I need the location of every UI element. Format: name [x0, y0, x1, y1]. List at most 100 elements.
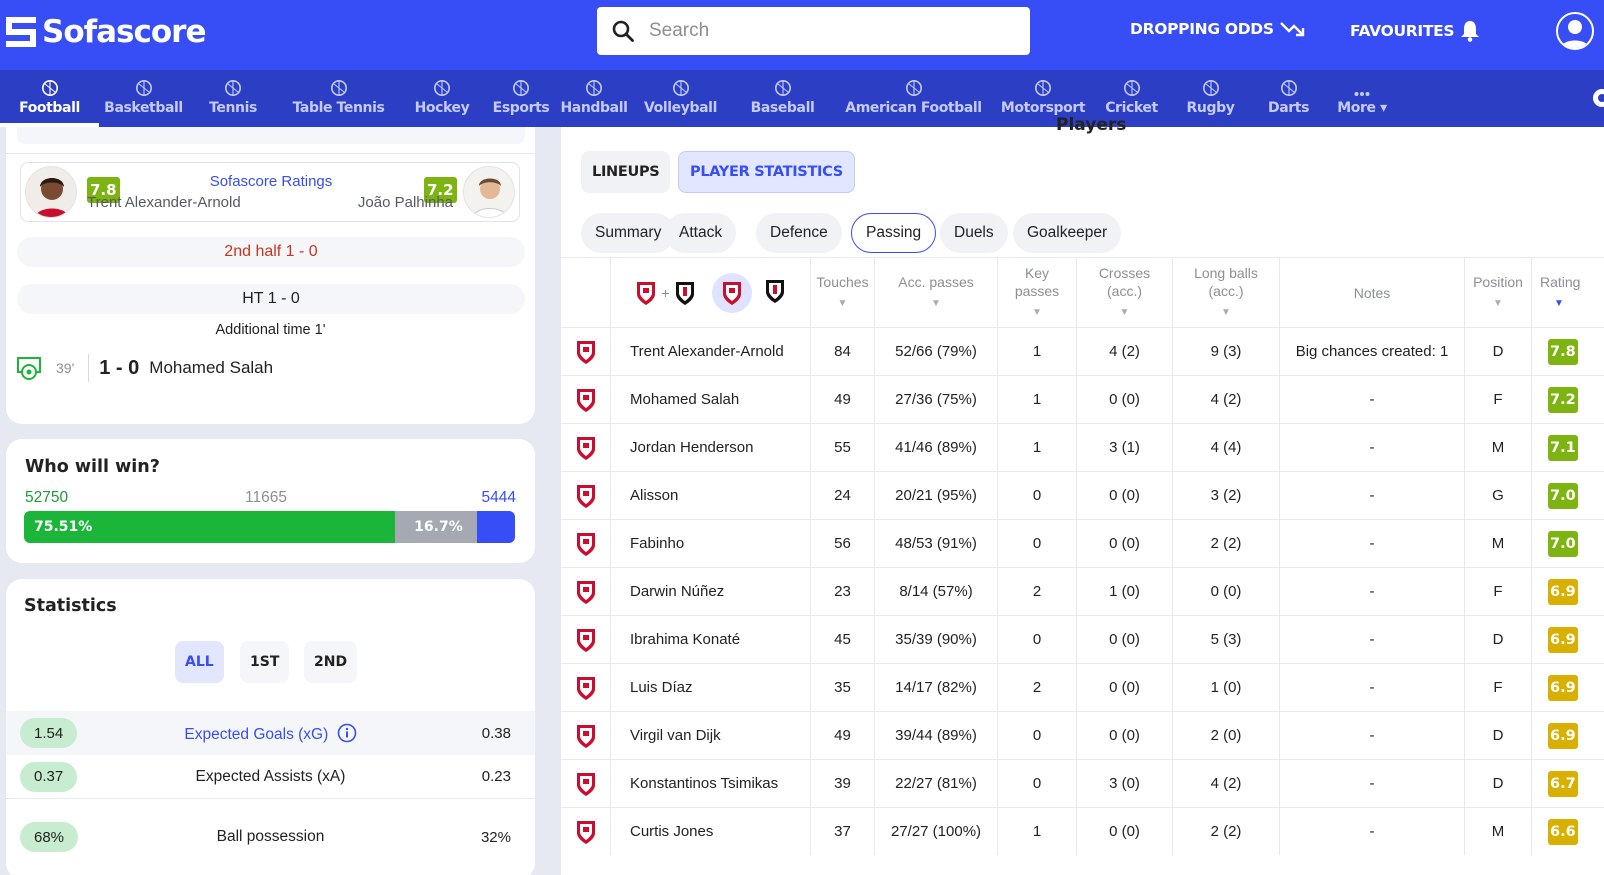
rating-cell: 7.0	[1531, 472, 1604, 519]
table-row[interactable]: Mohamed Salah 49 27/36 (75%) 1 0 (0) 4 (2) - F 7…	[561, 375, 1604, 423]
rating-cell: 6.9	[1531, 712, 1604, 759]
period-2nd-button[interactable]: 2ND	[304, 641, 358, 683]
table-row[interactable]: Luis Díaz 35 14/17 (82%) 2 0 (0) 1 (0) - F 6.9	[561, 663, 1604, 711]
draw-vote-pct: 16.7%	[414, 519, 463, 535]
user-avatar-button[interactable]	[1556, 12, 1594, 50]
tab-goalkeeper[interactable]: Goalkeeper	[1013, 213, 1122, 253]
tab-summary[interactable]: Summary	[581, 213, 676, 253]
touches-cell: 45	[810, 616, 874, 663]
sport-tab-motorsport[interactable]: Motorsport	[992, 70, 1094, 127]
tab-passing[interactable]: Passing	[851, 213, 937, 253]
header-long-balls[interactable]: Long balls (acc.) ▼	[1172, 258, 1279, 327]
long-balls-cell: 4 (4)	[1172, 424, 1279, 471]
period-1st-button[interactable]: 1ST	[240, 641, 290, 683]
player-name[interactable]: Ibrahima Konaté	[610, 616, 810, 663]
position-cell: D	[1464, 616, 1531, 663]
divider	[6, 153, 535, 154]
header-key-passes[interactable]: Key passes ▼	[997, 258, 1076, 327]
sport-tab-hockey[interactable]: Hockey	[399, 70, 485, 127]
key-passes-cell: 2	[997, 664, 1076, 711]
home-vote-segment[interactable]: 75.51%	[24, 511, 395, 543]
notes-cell: -	[1279, 616, 1464, 663]
player-name[interactable]: Trent Alexander-Arnold	[610, 328, 810, 375]
sport-tab-football[interactable]: Football	[0, 70, 99, 127]
player-name[interactable]: Darwin Núñez	[610, 568, 810, 615]
header-label: Position	[1473, 273, 1523, 290]
home-rating-badge: 7.8	[87, 177, 120, 203]
sport-tab-american-football[interactable]: American Football	[835, 70, 992, 127]
sport-tab-volleyball[interactable]: Volleyball	[631, 70, 730, 127]
sports-nav: Football Basketball Tennis Table Tennis Hock…	[0, 70, 1604, 127]
period-all-button[interactable]: ALL	[175, 641, 224, 683]
sport-tab-rugby[interactable]: Rugby	[1169, 70, 1252, 127]
long-balls-cell: 9 (3)	[1172, 328, 1279, 375]
tab-defence[interactable]: Defence	[756, 213, 842, 253]
table-row[interactable]: Darwin Núñez 23 8/14 (57%) 2 1 (0) 0 (0) - F 6.9	[561, 567, 1604, 615]
lineups-button[interactable]: LINEUPS	[581, 151, 671, 193]
player-statistics-button[interactable]: PLAYER STATISTICS	[678, 151, 855, 193]
draw-vote-segment[interactable]: 16.7%	[394, 511, 477, 543]
player-name[interactable]: Curtis Jones	[610, 808, 810, 855]
away-player-photo[interactable]	[463, 166, 515, 218]
table-row[interactable]: Fabinho 56 48/53 (91%) 0 0 (0) 2 (2) - M 7.0	[561, 519, 1604, 567]
sofascore-ratings-box[interactable]: 7.8 Sofascore Ratings Trent Alexander-Ar…	[20, 162, 520, 222]
sport-tab-more[interactable]: More ▾	[1325, 70, 1399, 127]
tab-attack[interactable]: Attack	[665, 213, 737, 253]
player-name[interactable]: Jordan Henderson	[610, 424, 810, 471]
sport-tab-handball[interactable]: Handball	[557, 70, 631, 127]
header-touches[interactable]: Touches ▼	[810, 258, 874, 327]
table-row[interactable]: Jordan Henderson 55 41/46 (89%) 1 3 (1) 4 (4)…	[561, 423, 1604, 471]
stat-row-possession[interactable]: 68% Ball possession 32%	[6, 815, 535, 859]
position-cell: M	[1464, 808, 1531, 855]
statistics-card: Statistics ALL 1ST 2ND 1.54 Expected Goa…	[6, 579, 535, 875]
away-vote-segment[interactable]	[476, 511, 515, 543]
settings-gear-icon[interactable]	[1588, 84, 1604, 112]
home-player-photo[interactable]	[25, 166, 77, 218]
player-name[interactable]: Fabinho	[610, 520, 810, 567]
favourites-link[interactable]: FAVOURITES	[1350, 20, 1480, 42]
fulham-filter[interactable]	[764, 278, 786, 308]
player-name[interactable]: Alisson	[610, 472, 810, 519]
player-name[interactable]: Mohamed Salah	[610, 376, 810, 423]
header-label: Touches	[816, 273, 869, 290]
goal-scorer: Mohamed Salah	[149, 358, 274, 377]
player-name[interactable]: Luis Díaz	[610, 664, 810, 711]
stat-row-xa[interactable]: 0.37 Expected Assists (xA) 0.23	[6, 755, 535, 799]
sport-tab-table-tennis[interactable]: Table Tennis	[278, 70, 399, 127]
sport-tab-darts[interactable]: Darts	[1252, 70, 1325, 127]
sport-tab-tennis[interactable]: Tennis	[188, 70, 278, 127]
goal-incident[interactable]: 39' 1 - 0 Mohamed Salah	[16, 351, 496, 385]
info-icon[interactable]	[337, 723, 357, 743]
collapsed-row	[17, 127, 525, 144]
stat-away-value: 32%	[480, 828, 511, 846]
sport-tab-baseball[interactable]: Baseball	[730, 70, 835, 127]
crosses-cell: 0 (0)	[1076, 712, 1172, 759]
table-row[interactable]: Curtis Jones 37 27/27 (100%) 1 0 (0) 2 (2) - M 6…	[561, 807, 1604, 855]
liverpool-filter[interactable]	[711, 272, 752, 313]
stat-row-xg[interactable]: 1.54 Expected Goals (xG) 0.38	[6, 711, 535, 755]
both-teams-filter[interactable]: +	[635, 280, 695, 306]
sport-tab-esports[interactable]: Esports	[485, 70, 557, 127]
sport-tab-basketball[interactable]: Basketball	[99, 70, 188, 127]
table-row[interactable]: Konstantinos Tsimikas 39 22/27 (81%) 0 3 (0)…	[561, 759, 1604, 807]
notes-cell: -	[1279, 808, 1464, 855]
header-crosses[interactable]: Crosses (acc.) ▼	[1076, 258, 1172, 327]
player-name[interactable]: Virgil van Dijk	[610, 712, 810, 759]
key-passes-cell: 0	[997, 520, 1076, 567]
search-box[interactable]	[597, 7, 1030, 55]
header-rating[interactable]: Rating ▼	[1531, 258, 1604, 327]
stat-home-value: 1.54	[20, 718, 78, 748]
sport-tab-cricket[interactable]: Cricket	[1094, 70, 1169, 127]
table-row[interactable]: Virgil van Dijk 49 39/44 (89%) 0 0 (0) 2 (0) -…	[561, 711, 1604, 759]
search-input[interactable]	[649, 20, 1009, 42]
table-row[interactable]: Trent Alexander-Arnold 84 52/66 (79%) 1 4 (2…	[561, 327, 1604, 375]
who-will-win-card: Who will win? 52750 11665 5444 75.51% 16…	[6, 439, 535, 563]
table-row[interactable]: Ibrahima Konaté 45 35/39 (90%) 0 0 (0) 5 (3) -…	[561, 615, 1604, 663]
header-position[interactable]: Position ▼	[1464, 258, 1531, 327]
player-name[interactable]: Konstantinos Tsimikas	[610, 760, 810, 807]
tab-duels[interactable]: Duels	[940, 213, 1008, 253]
header-acc-passes[interactable]: Acc. passes ▼	[874, 258, 997, 327]
sofascore-logo[interactable]: Sofascore	[6, 14, 206, 50]
dropping-odds-link[interactable]: DROPPING ODDS	[1130, 20, 1306, 38]
table-row[interactable]: Alisson 24 20/21 (95%) 0 0 (0) 3 (2) - G 7.0	[561, 471, 1604, 519]
